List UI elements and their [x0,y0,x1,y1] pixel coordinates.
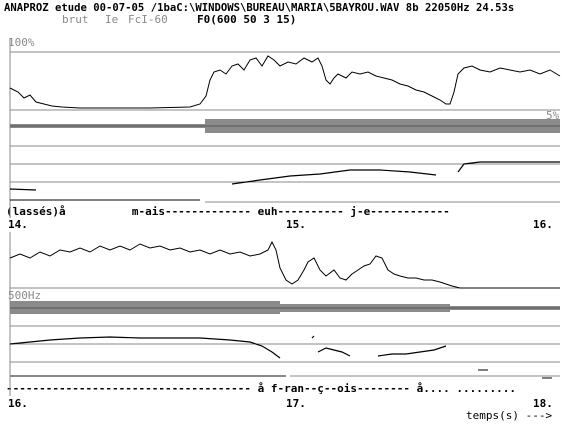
scale-500hz: 500Hz [8,289,42,302]
panel1-guides [9,38,560,218]
panel1-transcription: (lassés)å m-ais------------- euh--------… [6,205,450,218]
panel2-pitch-dot [311,335,315,339]
f0-params-label: F0(600 50 3 15) [197,13,297,26]
file-info-header: ANAPROZ etude 00-07-05 /1baC:\WINDOWS\BU… [4,2,515,14]
panel1-time-mid: 15. [286,218,306,231]
panel1-intensity-curve [9,55,561,109]
panel1-pitch-curve-2 [457,161,560,173]
panel2-time-end: 18. [533,397,553,410]
mode-fci-label[interactable]: FcI-60 [128,13,168,26]
panel2-pitch-curve [9,336,281,359]
mode-brut-label[interactable]: brut [62,13,89,26]
panel2-pitch-curve-3 [377,345,447,357]
mode-ie-label[interactable]: Ie [105,13,119,26]
scale-100-percent: 100% [8,36,35,49]
panel1-pitch-curve [231,169,437,185]
panel2-transcription: ------------------------------------- å … [6,382,516,395]
panel2-time-start: 16. [8,397,28,410]
panel1-time-start: 14. [8,218,28,231]
scale-5-percent: 5% [546,109,560,122]
panel1-pitch-fragment [9,188,37,191]
panel1-time-end: 16. [533,218,553,231]
time-axis-label: temps(s) ---> [466,409,553,422]
panel2-intensity-curve [9,240,560,289]
panel2-pitch-curve-2 [317,347,351,357]
panel2-time-mid: 17. [286,397,306,410]
